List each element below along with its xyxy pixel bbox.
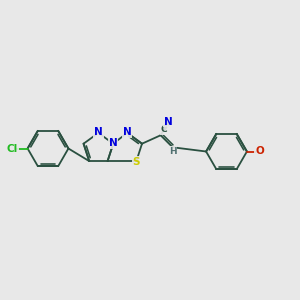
Text: Cl: Cl [7, 143, 18, 154]
Text: N: N [109, 138, 118, 148]
Text: N: N [123, 127, 132, 137]
Text: S: S [133, 157, 140, 167]
Text: N: N [94, 127, 103, 137]
Text: N: N [164, 116, 172, 127]
Text: O: O [255, 146, 264, 156]
Text: C: C [160, 125, 167, 134]
Text: H: H [169, 147, 177, 156]
